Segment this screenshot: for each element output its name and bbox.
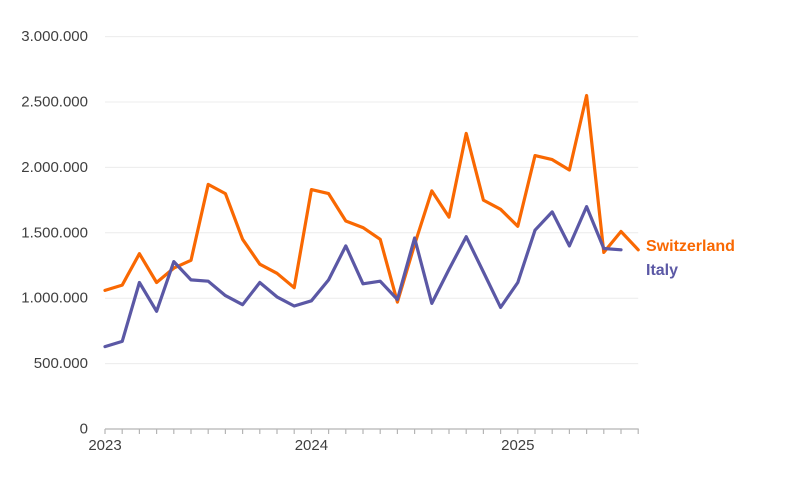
y-tick-label: 500.000: [34, 355, 88, 372]
series-line-switzerland: [103, 93, 640, 304]
y-tick-label: 1.000.000: [21, 290, 88, 307]
x-year-label: 2024: [295, 437, 328, 454]
y-tick-label: 0: [80, 421, 88, 438]
series-label-italy: Italy: [646, 262, 679, 279]
y-tick-label: 2.000.000: [21, 159, 88, 176]
y-tick-label: 1.500.000: [21, 224, 88, 241]
series-line-italy: [103, 205, 623, 349]
y-tick-label: 2.500.000: [21, 94, 88, 111]
x-year-label: 2025: [501, 437, 534, 454]
x-year-label: 2023: [88, 437, 121, 454]
series-label-switzerland: Switzerland: [646, 238, 735, 255]
y-tick-label: 3.000.000: [21, 28, 88, 45]
